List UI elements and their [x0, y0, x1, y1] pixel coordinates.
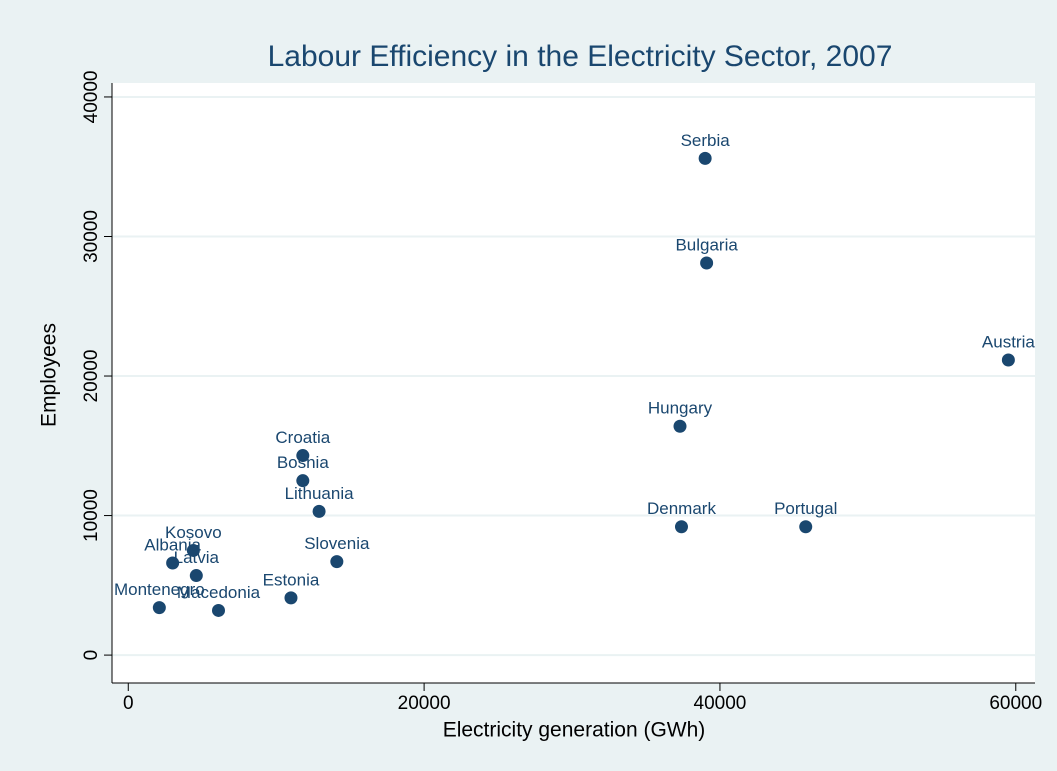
point-label: Croatia	[275, 428, 330, 447]
point	[212, 603, 225, 617]
point-label: Denmark	[647, 499, 716, 518]
x-axis-label: Electricity generation (GWh)	[443, 719, 706, 742]
point-label: Lithuania	[285, 484, 355, 503]
point-label: Montenegro	[114, 580, 205, 599]
point	[189, 569, 203, 583]
point	[700, 256, 714, 270]
point-label: Macedonia	[177, 583, 261, 602]
point-label: Hungary	[648, 399, 713, 418]
point	[284, 591, 298, 605]
point-label: Austria	[982, 332, 1035, 351]
point	[1001, 353, 1015, 367]
chart-title: Labour Efficiency in the Electricity Sec…	[268, 40, 893, 73]
point-label: Latvia	[174, 548, 220, 567]
y-axis-label: Employees	[38, 323, 61, 427]
point-label: Albania	[144, 535, 201, 554]
x-tick-label: 60000	[989, 693, 1042, 714]
point-label: Kosovo	[165, 523, 222, 542]
point	[312, 504, 326, 518]
x-tick-label: 0	[123, 693, 134, 714]
point	[698, 151, 712, 165]
point-label: Estonia	[263, 570, 320, 589]
point	[674, 520, 688, 534]
point-label: Serbia	[681, 131, 731, 150]
x-tick-label: 20000	[398, 693, 451, 714]
point	[799, 520, 813, 534]
point	[166, 556, 180, 570]
point-label: Bulgaria	[675, 235, 738, 254]
point	[152, 601, 166, 615]
point	[330, 555, 344, 569]
point	[296, 474, 310, 488]
point	[186, 543, 200, 557]
point	[296, 449, 310, 463]
point-label: Bosnia	[277, 453, 330, 472]
x-tick-label: 40000	[694, 693, 747, 714]
y-tick-label: 20000	[81, 350, 102, 403]
y-tick-label: 0	[81, 650, 102, 661]
y-tick-label: 40000	[81, 71, 102, 124]
y-tick-label: 30000	[81, 210, 102, 263]
y-tick-label: 10000	[81, 489, 102, 542]
point-label: Portugal	[774, 499, 837, 518]
point-label: Slovenia	[304, 534, 370, 553]
plot-area	[112, 83, 1035, 683]
point	[673, 419, 687, 433]
